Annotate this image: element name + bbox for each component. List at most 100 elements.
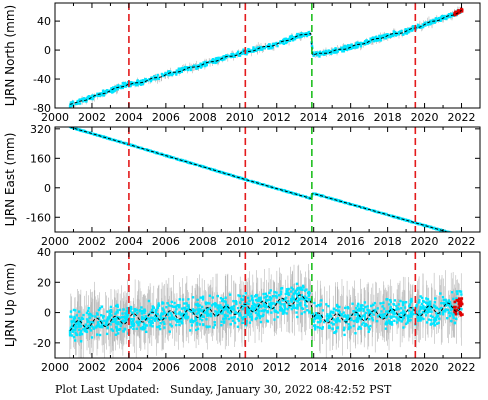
data-point — [433, 301, 436, 304]
data-point — [150, 320, 153, 323]
data-point — [400, 307, 403, 310]
data-point — [228, 306, 231, 310]
data-point — [87, 306, 90, 310]
data-point — [348, 326, 351, 329]
data-point — [440, 14, 444, 18]
data-point — [231, 52, 234, 56]
data-point — [319, 303, 323, 306]
data-point — [139, 79, 143, 83]
data-point — [208, 294, 212, 297]
data-point — [93, 94, 97, 98]
data-point — [191, 296, 195, 299]
data-point — [178, 71, 181, 74]
data-point — [217, 58, 221, 61]
data-point — [411, 306, 414, 310]
data-point — [433, 20, 437, 24]
data-point — [237, 319, 241, 322]
data-point — [259, 298, 262, 301]
data-point — [327, 316, 331, 319]
data-point — [125, 309, 129, 313]
data-point — [169, 70, 172, 74]
data-point — [122, 308, 125, 311]
data-point — [450, 319, 453, 323]
data-point — [426, 298, 430, 301]
data-point — [123, 83, 126, 87]
data-point — [214, 59, 217, 62]
data-point — [94, 315, 97, 318]
data-point — [280, 286, 284, 290]
data-point — [338, 310, 341, 314]
data-point — [270, 47, 273, 50]
data-point — [241, 298, 245, 302]
data-point — [326, 313, 329, 316]
data-point — [416, 25, 419, 28]
data-point — [335, 320, 338, 324]
data-point — [445, 17, 448, 21]
data-point — [227, 55, 230, 58]
data-point — [333, 331, 336, 334]
data-point — [420, 25, 423, 29]
data-point — [212, 326, 215, 329]
y-tick-label: -80 — [33, 102, 51, 115]
recent-point — [457, 302, 461, 306]
data-point — [170, 315, 174, 319]
data-point — [279, 292, 283, 296]
data-point — [449, 308, 453, 312]
data-point — [99, 319, 102, 322]
data-point — [84, 330, 88, 333]
data-point — [442, 298, 446, 302]
recent-point — [460, 297, 464, 300]
data-point — [381, 305, 384, 308]
data-layer — [68, 127, 453, 232]
data-point — [173, 316, 176, 319]
data-point — [424, 310, 428, 313]
data-point — [348, 45, 352, 48]
data-point — [194, 303, 198, 306]
x-tick-label: 2004 — [115, 235, 143, 248]
data-point — [132, 324, 136, 327]
recent-point — [459, 299, 463, 303]
data-point — [90, 325, 93, 328]
data-point — [116, 305, 119, 308]
data-point — [216, 306, 220, 310]
data-point — [318, 326, 322, 330]
data-point — [358, 309, 361, 312]
data-point — [259, 320, 263, 324]
data-point — [117, 316, 120, 319]
data-point — [455, 297, 458, 300]
data-point — [448, 311, 451, 314]
data-point — [84, 328, 88, 331]
data-point — [449, 304, 453, 307]
data-point — [130, 321, 133, 324]
data-point — [354, 332, 357, 335]
data-point — [180, 320, 183, 324]
data-point — [114, 317, 117, 321]
data-point — [455, 290, 459, 293]
data-point — [252, 309, 255, 313]
data-point — [295, 34, 298, 37]
data-point — [430, 306, 433, 310]
data-point — [443, 14, 446, 18]
data-point — [424, 24, 427, 27]
data-point — [291, 297, 295, 300]
data-point — [126, 317, 129, 321]
data-point — [305, 34, 309, 38]
recent-point — [454, 10, 458, 14]
data-point — [168, 304, 171, 307]
data-point — [278, 300, 281, 303]
data-point — [298, 33, 301, 37]
data-point — [429, 314, 432, 318]
data-point — [438, 312, 442, 315]
data-point — [316, 53, 319, 57]
data-point — [449, 12, 453, 16]
x-tick-label: 2000 — [41, 235, 69, 248]
recent-points — [453, 297, 464, 317]
data-point — [204, 302, 208, 306]
y-tick-label: 20 — [37, 276, 51, 289]
data-point — [92, 321, 95, 324]
data-point — [277, 188, 281, 191]
data-point — [250, 307, 253, 310]
data-point — [399, 217, 403, 220]
data-point — [246, 308, 250, 312]
data-point — [265, 299, 268, 303]
